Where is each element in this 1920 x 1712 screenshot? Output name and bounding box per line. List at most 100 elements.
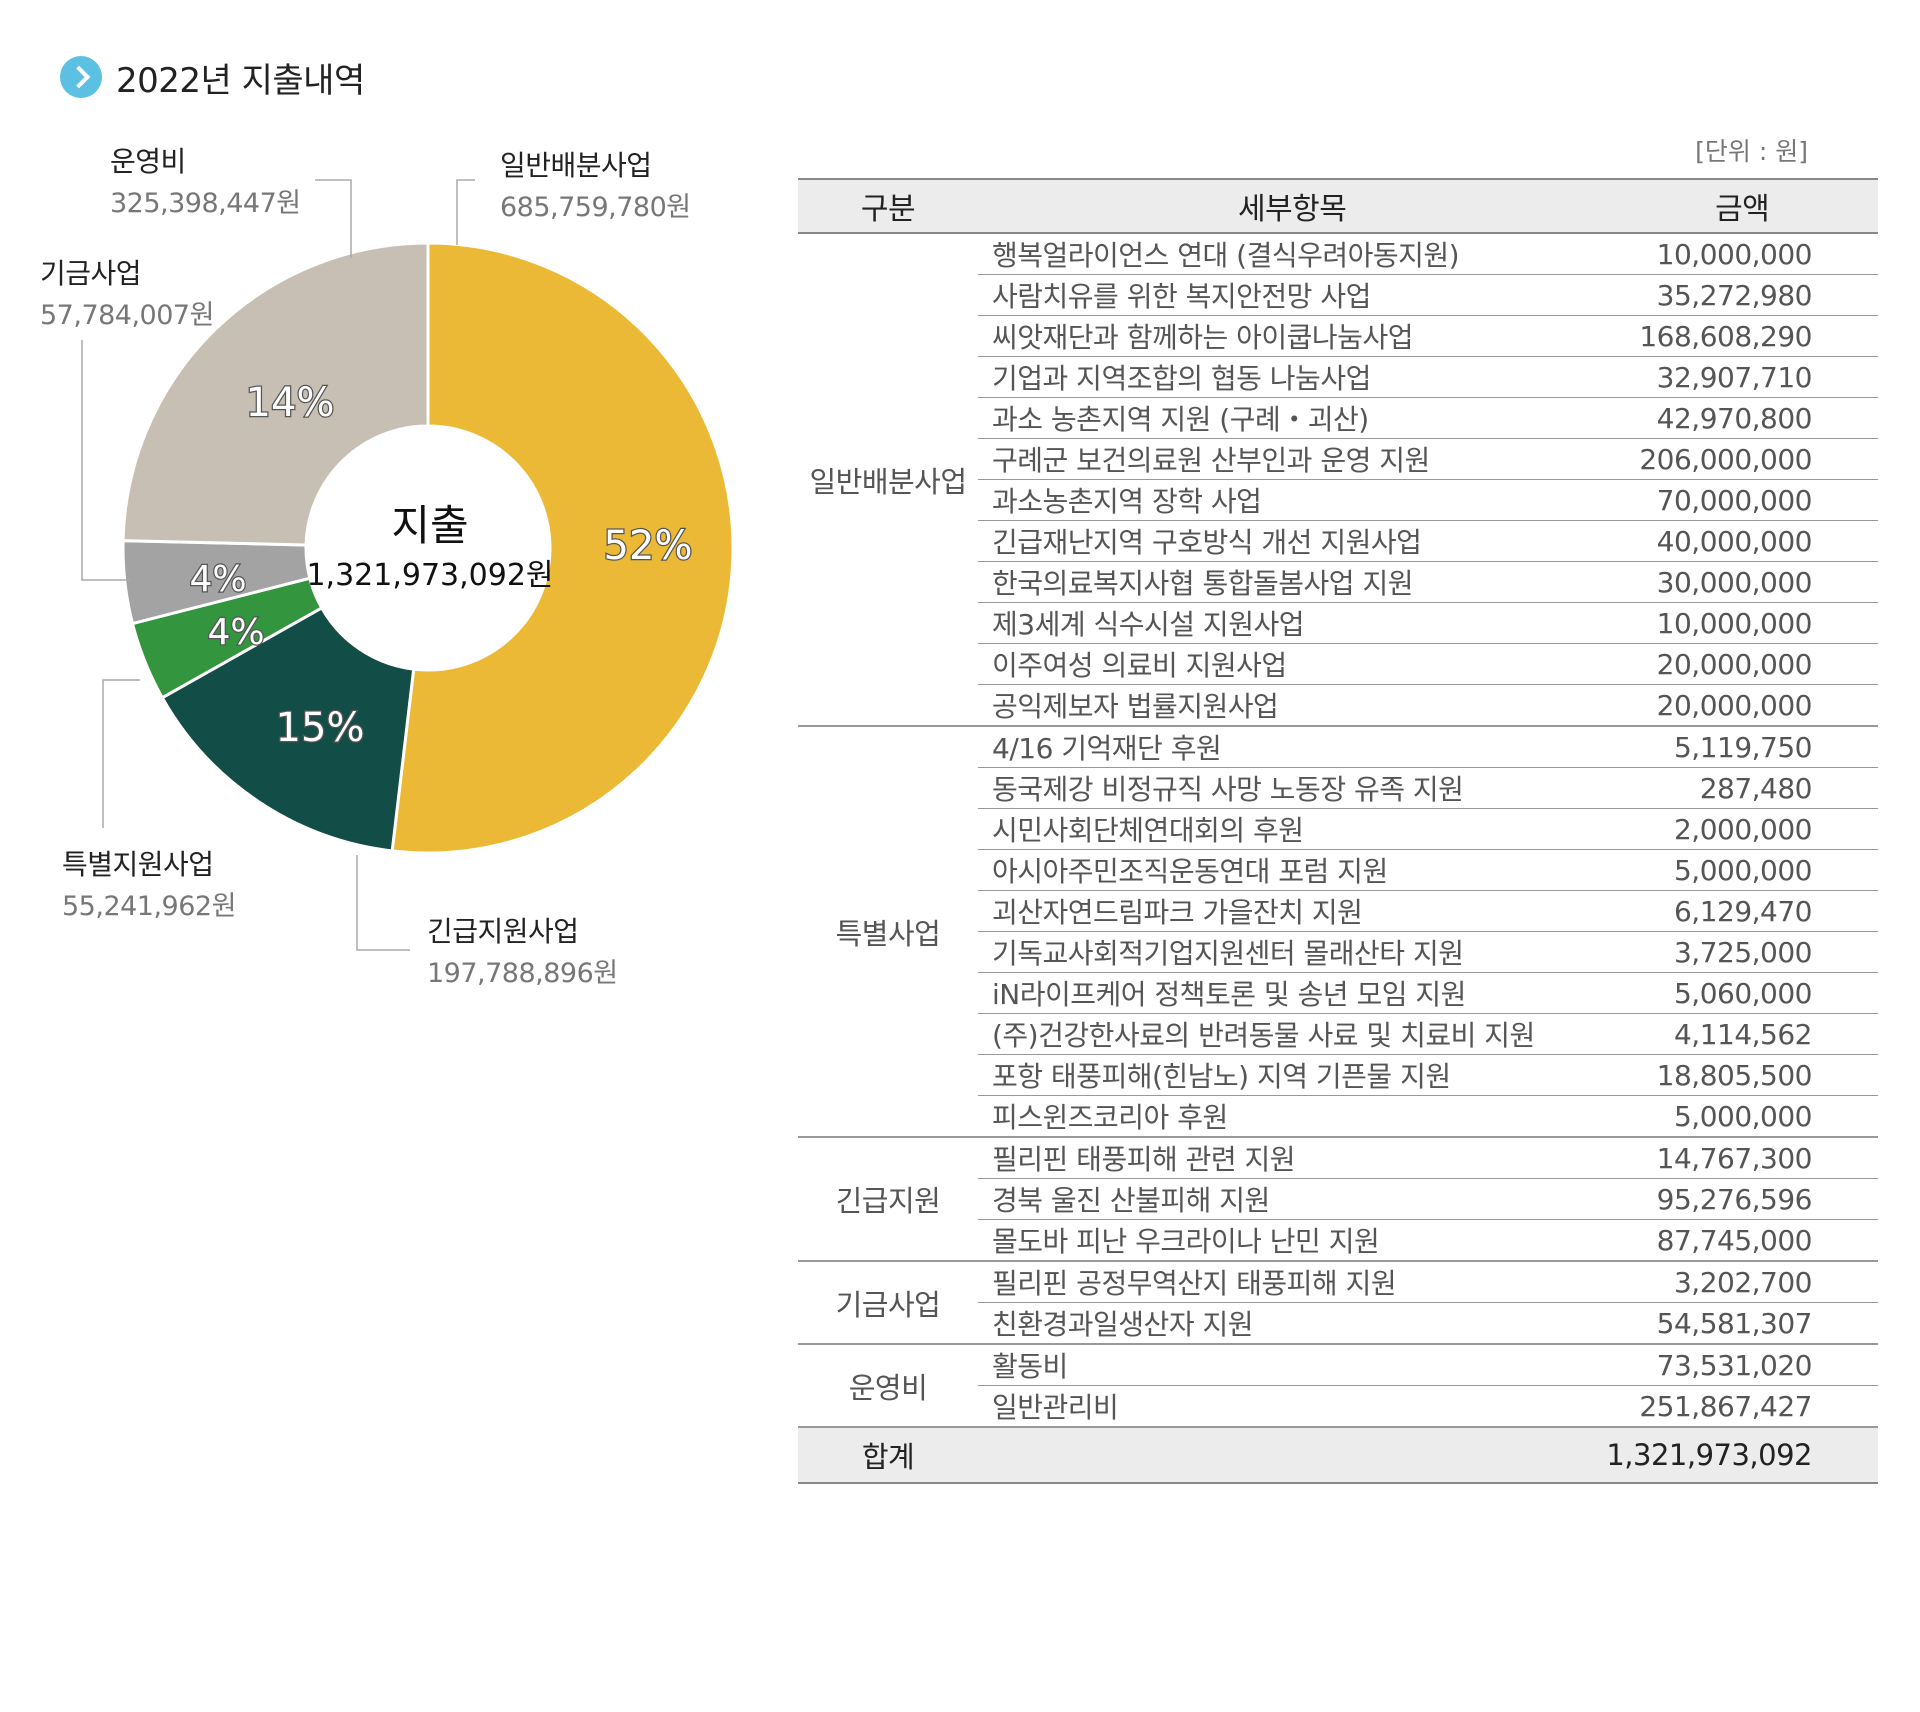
table-row: 긴급지원 필리핀 태풍피해 관련 지원 14,767,300 bbox=[798, 1137, 1878, 1262]
slice-percent-label: 52% bbox=[604, 523, 693, 569]
item-cell: 공익제보자 법률지원사업 bbox=[978, 684, 1607, 727]
header-amount: 금액 bbox=[1606, 178, 1878, 234]
item-cell: 시민사회단체연대회의 후원 bbox=[978, 808, 1607, 850]
amount-cell: 3,725,000 bbox=[1606, 931, 1878, 973]
table-row: 일반관리비 251,867,427 bbox=[798, 1385, 1878, 1428]
item-cell: 과소농촌지역 장학 사업 bbox=[978, 479, 1607, 521]
leader-line-ilban bbox=[456, 179, 475, 245]
slice-percent-label: 4% bbox=[207, 612, 264, 653]
item-cell: 일반관리비 bbox=[978, 1385, 1607, 1428]
category-cell: 운영비 bbox=[798, 1344, 978, 1428]
amount-cell: 2,000,000 bbox=[1606, 808, 1878, 850]
amount-cell: 73,531,020 bbox=[1606, 1344, 1878, 1386]
table-row: 공익제보자 법률지원사업 20,000,000 bbox=[798, 684, 1878, 727]
table-row: 동국제강 비정규직 사망 노동장 유족 지원 287,480 bbox=[798, 767, 1878, 809]
item-cell: 기업과 지역조합의 협동 나눔사업 bbox=[978, 356, 1607, 398]
slice-name-teukbyeol: 특별지원사업 bbox=[62, 848, 214, 881]
amount-cell: 70,000,000 bbox=[1606, 479, 1878, 521]
header-item: 세부항목 bbox=[978, 178, 1607, 234]
donut-center-label: 지출 bbox=[391, 501, 469, 550]
amount-cell: 18,805,500 bbox=[1606, 1054, 1878, 1096]
amount-cell: 3,202,700 bbox=[1606, 1261, 1878, 1303]
slice-name-gigeum: 기금사업 bbox=[40, 257, 142, 290]
leader-line-gingeup bbox=[356, 855, 410, 951]
table-row: 기독교사회적기업지원센터 몰래산타 지원 3,725,000 bbox=[798, 931, 1878, 973]
table-row: 과소농촌지역 장학 사업 70,000,000 bbox=[798, 479, 1878, 521]
table-row: 한국의료복지사협 통합돌봄사업 지원 30,000,000 bbox=[798, 561, 1878, 603]
header-category: 구분 bbox=[798, 178, 978, 234]
amount-cell: 251,867,427 bbox=[1606, 1385, 1878, 1428]
item-cell: 긴급재난지역 구호방식 개선 지원사업 bbox=[978, 520, 1607, 562]
unit-label: [단위 : 원] bbox=[1695, 137, 1808, 166]
amount-cell: 5,000,000 bbox=[1606, 1095, 1878, 1138]
amount-cell: 35,272,980 bbox=[1606, 274, 1878, 316]
table-row: 괴산자연드림파크 가을잔치 지원 6,129,470 bbox=[798, 890, 1878, 932]
table-row: 긴급재난지역 구호방식 개선 지원사업 40,000,000 bbox=[798, 520, 1878, 562]
donut-center-value: 1,321,973,092원 bbox=[306, 558, 554, 593]
amount-cell: 42,970,800 bbox=[1606, 397, 1878, 439]
donut-chart: 52% 15% 4% 4% 14% bbox=[81, 179, 735, 951]
item-cell: 씨앗재단과 함께하는 아이쿱나눔사업 bbox=[978, 315, 1607, 357]
item-cell: 경북 울진 산불피해 지원 bbox=[978, 1178, 1607, 1220]
amount-cell: 20,000,000 bbox=[1606, 684, 1878, 727]
table-row: (주)건강한사료의 반려동물 사료 및 치료비 지원 4,114,562 bbox=[798, 1013, 1878, 1055]
amount-cell: 30,000,000 bbox=[1606, 561, 1878, 603]
amount-cell: 5,060,000 bbox=[1606, 972, 1878, 1014]
amount-cell: 10,000,000 bbox=[1606, 233, 1878, 275]
slice-name-ilban: 일반배분사업 bbox=[500, 149, 652, 182]
table-row: 친환경과일생산자 지원 54,581,307 bbox=[798, 1302, 1878, 1345]
leader-line-unyeong bbox=[315, 179, 352, 258]
amount-cell: 40,000,000 bbox=[1606, 520, 1878, 562]
amount-cell: 95,276,596 bbox=[1606, 1178, 1878, 1220]
amount-cell: 87,745,000 bbox=[1606, 1219, 1878, 1262]
slice-name-gingeup: 긴급지원사업 bbox=[427, 915, 579, 948]
total-value: 1,321,973,092 bbox=[1606, 1427, 1878, 1484]
total-label: 합계 bbox=[798, 1427, 978, 1484]
item-cell: 친환경과일생산자 지원 bbox=[978, 1302, 1607, 1345]
category-cell: 특별사업 bbox=[798, 726, 978, 1138]
category-cell: 기금사업 bbox=[798, 1261, 978, 1345]
item-cell: 괴산자연드림파크 가을잔치 지원 bbox=[978, 890, 1607, 932]
item-cell: (주)건강한사료의 반려동물 사료 및 치료비 지원 bbox=[978, 1013, 1607, 1055]
item-cell: 동국제강 비정규직 사망 노동장 유족 지원 bbox=[978, 767, 1607, 809]
item-cell: 4/16 기억재단 후원 bbox=[978, 726, 1607, 768]
item-cell: 필리핀 공정무역산지 태풍피해 지원 bbox=[978, 1261, 1607, 1303]
amount-cell: 20,000,000 bbox=[1606, 643, 1878, 685]
section-title: 2022년 지출내역 bbox=[60, 54, 365, 101]
category-cell: 긴급지원 bbox=[798, 1137, 978, 1262]
slice-percent-label: 4% bbox=[189, 559, 246, 600]
item-cell: 사람치유를 위한 복지안전망 사업 bbox=[978, 274, 1607, 316]
item-cell: 구례군 보건의료원 산부인과 운영 지원 bbox=[978, 438, 1607, 480]
table-row: 구례군 보건의료원 산부인과 운영 지원 206,000,000 bbox=[798, 438, 1878, 480]
item-cell: 행복얼라이언스 연대 (결식우려아동지원) bbox=[978, 233, 1607, 275]
item-cell: 한국의료복지사협 통합돌봄사업 지원 bbox=[978, 561, 1607, 603]
donut-slice bbox=[390, 241, 735, 855]
table-body: 일반배분사업 행복얼라이언스 연대 (결식우려아동지원) 10,000,000 사람치… bbox=[798, 233, 1878, 1484]
slice-percent-label: 15% bbox=[276, 705, 365, 751]
chevron-right-icon bbox=[60, 56, 102, 98]
table-row: 피스윈즈코리아 후원 5,000,000 bbox=[798, 1095, 1878, 1138]
expense-table: 구분 세부항목 금액 일반배분사업 행복얼라이언스 연대 (결식우려아동지원) 10… bbox=[798, 178, 1878, 1484]
leader-line-teukbyeol bbox=[102, 679, 140, 828]
amount-cell: 14,767,300 bbox=[1606, 1137, 1878, 1179]
item-cell: 제3세계 식수시설 지원사업 bbox=[978, 602, 1607, 644]
table-row: 경북 울진 산불피해 지원 95,276,596 bbox=[798, 1178, 1878, 1220]
item-cell: 포항 태풍피해(힌남노) 지역 기픈물 지원 bbox=[978, 1054, 1607, 1096]
item-cell: 이주여성 의료비 지원사업 bbox=[978, 643, 1607, 685]
slice-value-gingeup: 197,788,896원 bbox=[427, 958, 618, 989]
donut-slice bbox=[121, 241, 430, 547]
item-cell: 몰도바 피난 우크라이나 난민 지원 bbox=[978, 1219, 1607, 1262]
slice-value-teukbyeol: 55,241,962원 bbox=[62, 891, 236, 922]
amount-cell: 6,129,470 bbox=[1606, 890, 1878, 932]
slice-percent-label: 14% bbox=[246, 380, 335, 426]
table-row: 시민사회단체연대회의 후원 2,000,000 bbox=[798, 808, 1878, 850]
slice-value-unyeong: 325,398,447원 bbox=[110, 188, 301, 219]
table-row: 포항 태풍피해(힌남노) 지역 기픈물 지원 18,805,500 bbox=[798, 1054, 1878, 1096]
table-row: 씨앗재단과 함께하는 아이쿱나눔사업 168,608,290 bbox=[798, 315, 1878, 357]
table-row: 이주여성 의료비 지원사업 20,000,000 bbox=[798, 643, 1878, 685]
amount-cell: 32,907,710 bbox=[1606, 356, 1878, 398]
amount-cell: 206,000,000 bbox=[1606, 438, 1878, 480]
item-cell: 피스윈즈코리아 후원 bbox=[978, 1095, 1607, 1138]
item-cell: 아시아주민조직운동연대 포럼 지원 bbox=[978, 849, 1607, 891]
total-row: 합계 1,321,973,092 bbox=[798, 1427, 1878, 1484]
